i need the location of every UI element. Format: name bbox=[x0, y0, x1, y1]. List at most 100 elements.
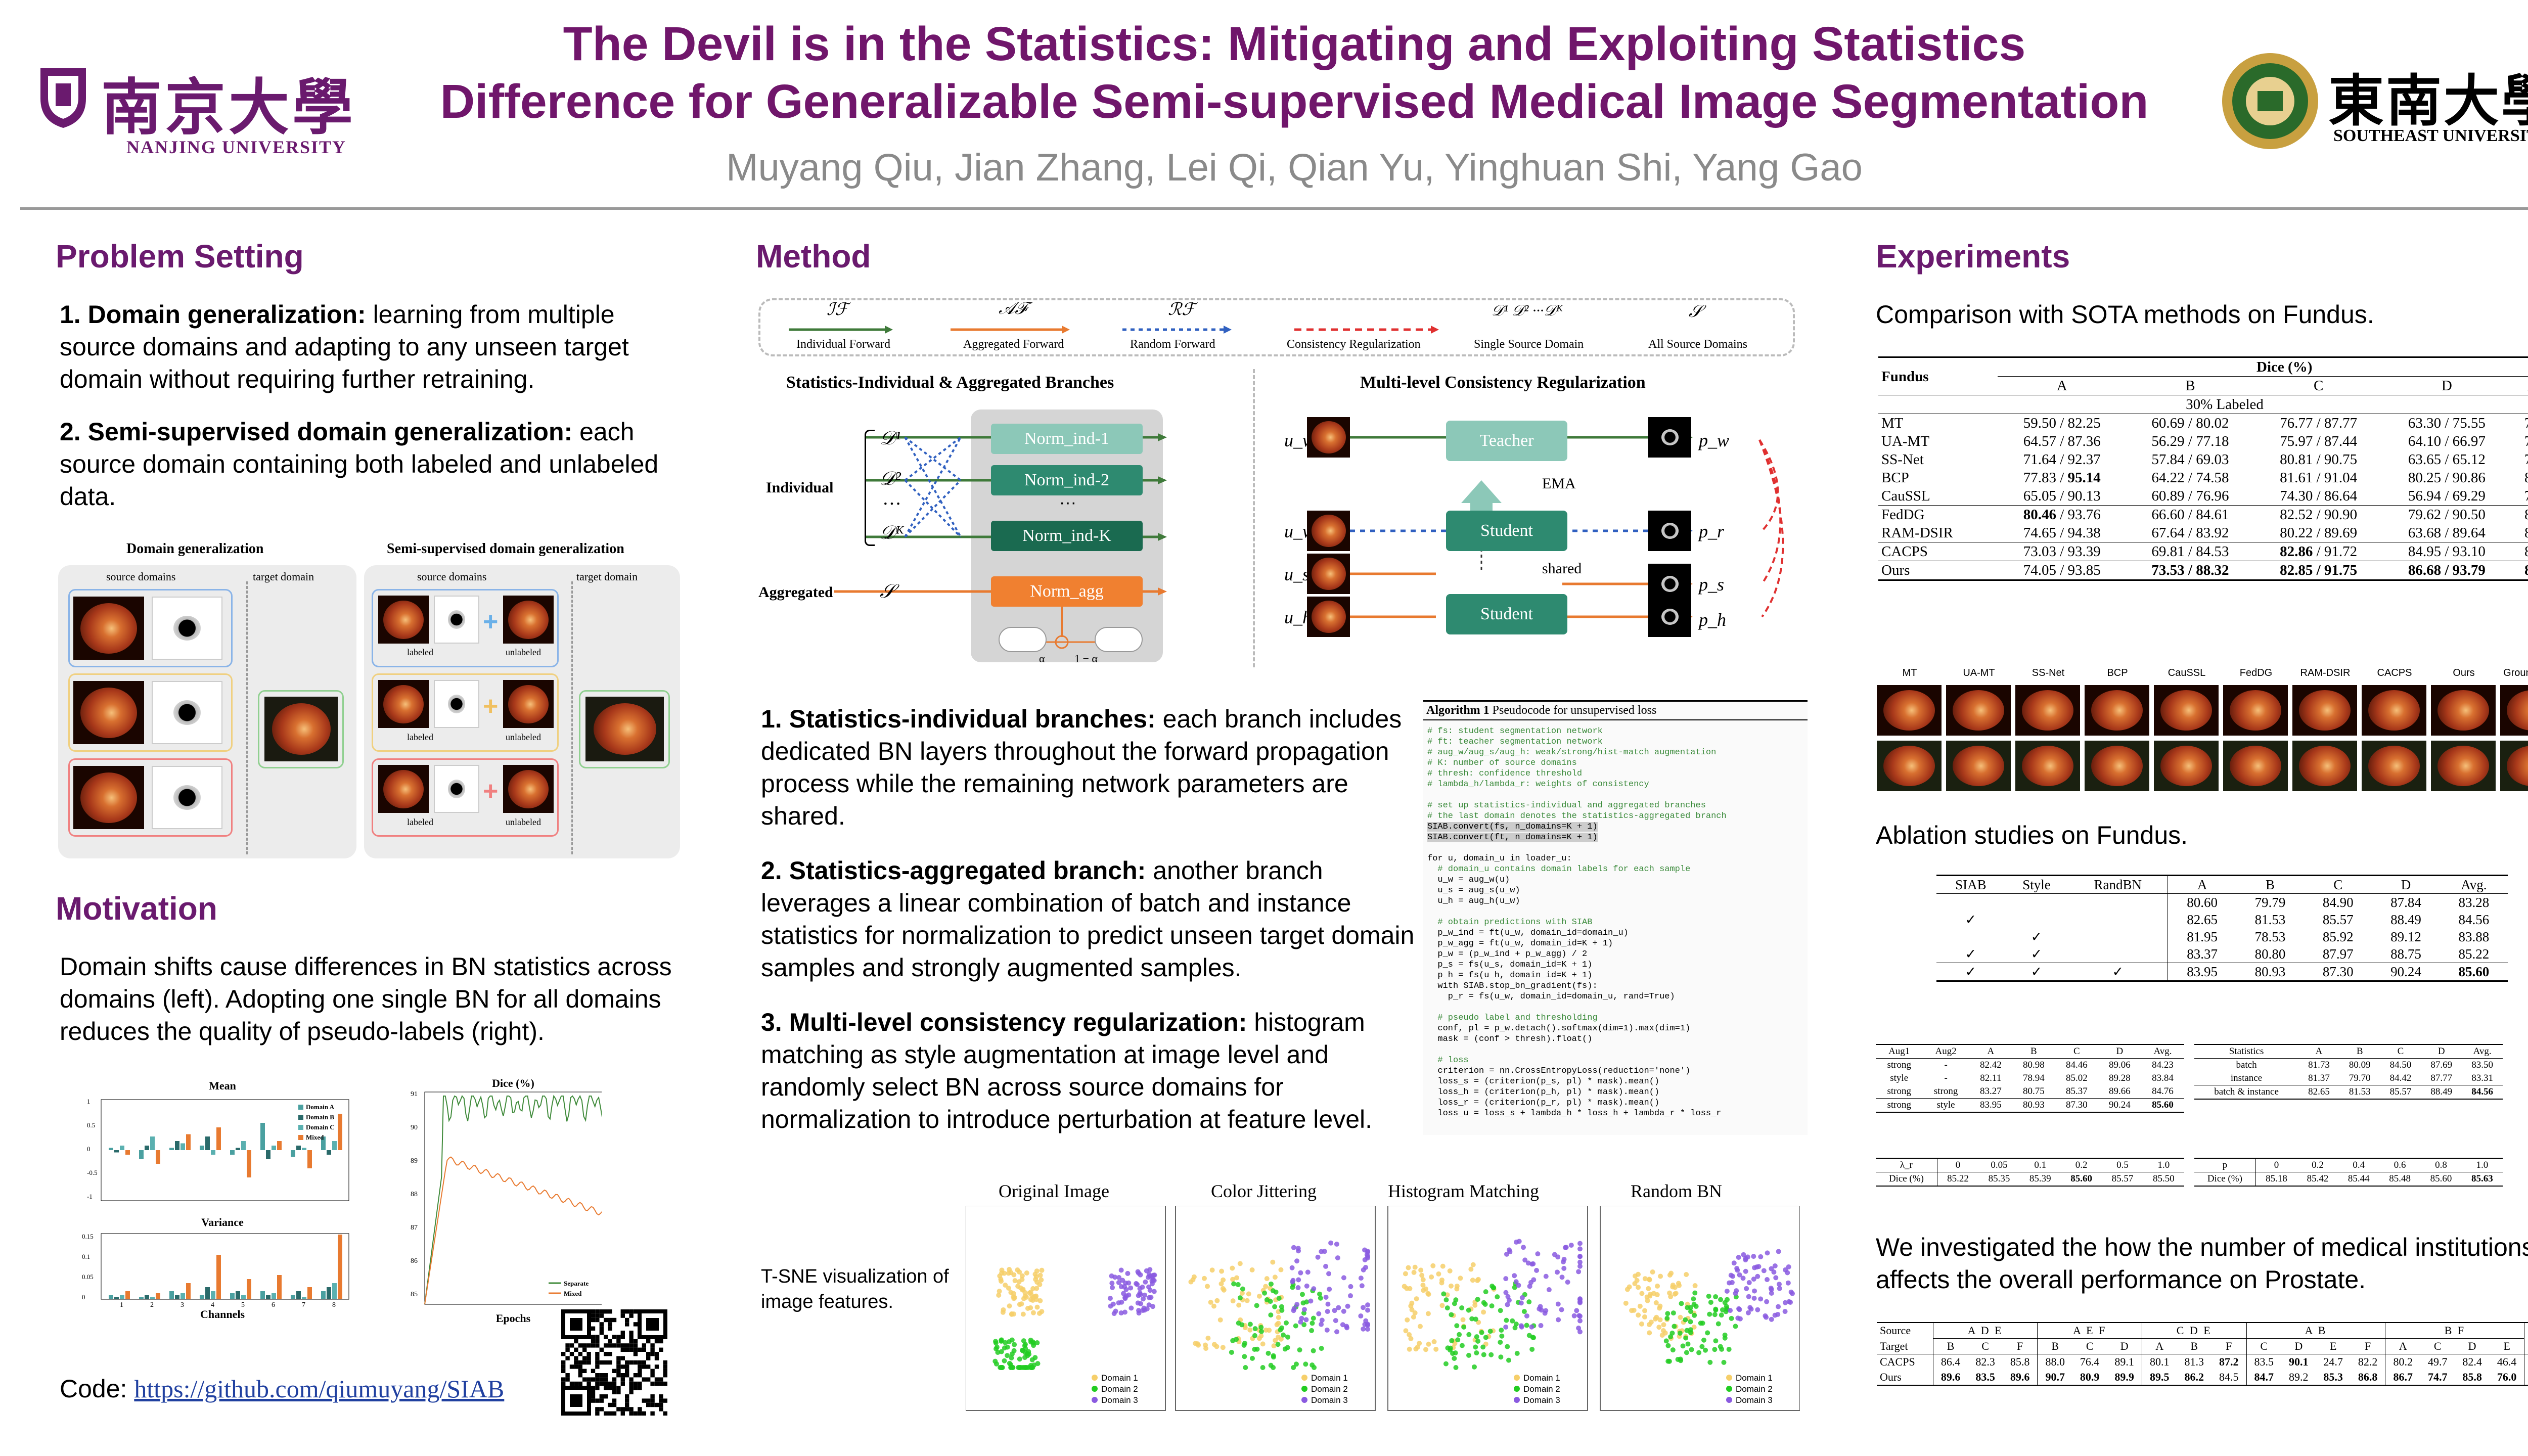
qr-module bbox=[629, 1313, 634, 1318]
vis-column-label: MT bbox=[1902, 667, 1917, 678]
tsne-point bbox=[1012, 1342, 1017, 1347]
qr-module bbox=[608, 1386, 612, 1390]
tsne-point bbox=[1408, 1336, 1414, 1341]
mean-bar bbox=[272, 1146, 276, 1150]
tsne-point bbox=[1311, 1348, 1316, 1353]
qr-module bbox=[612, 1377, 617, 1382]
qr-module bbox=[650, 1394, 655, 1399]
table-cell: 85.57 bbox=[2322, 912, 2354, 927]
tsne-title-colorjitter: Color Jittering bbox=[1211, 1181, 1317, 1201]
tsne-point bbox=[1303, 1361, 1308, 1367]
legend-all-label: All Source Domains bbox=[1648, 338, 1747, 351]
fig-title-ssdg: Semi-supervised domain generalization bbox=[387, 541, 624, 557]
qr-module bbox=[595, 1343, 600, 1348]
table-cell: 80.60 bbox=[2187, 895, 2218, 910]
ablation-col-header: Avg. bbox=[2461, 877, 2487, 892]
tsne-point bbox=[1729, 1280, 1735, 1285]
tsne-point bbox=[1303, 1317, 1309, 1323]
tsne-point bbox=[1239, 1290, 1245, 1296]
mean-bar bbox=[247, 1150, 251, 1177]
table-cell: 76.4 bbox=[2080, 1355, 2100, 1368]
tsne-point bbox=[1744, 1286, 1749, 1291]
qr-finder-center bbox=[570, 1318, 582, 1331]
tsne-point bbox=[1425, 1311, 1431, 1316]
qr-module bbox=[620, 1377, 625, 1382]
tsne-point bbox=[1529, 1324, 1534, 1330]
qr-module bbox=[625, 1322, 629, 1327]
table-cell: 64.22 / 74.58 bbox=[2151, 470, 2229, 486]
vis-result-image bbox=[2015, 741, 2080, 791]
table-cell: 85.22 bbox=[1947, 1173, 1969, 1184]
tsne-title-original: Original Image bbox=[999, 1181, 1109, 1201]
tsne-point bbox=[1110, 1301, 1116, 1307]
tsne-point bbox=[1125, 1270, 1131, 1276]
sota-col-header: Avg. bbox=[2511, 377, 2528, 395]
tsne-point bbox=[1728, 1272, 1734, 1278]
table-cell: 74.65 / 94.38 bbox=[2023, 525, 2101, 541]
tsne-legend-label: Domain 1 bbox=[1311, 1373, 1348, 1383]
table-cell: 64.10 / 66.97 bbox=[2408, 433, 2486, 449]
ssdg-target-frame bbox=[579, 690, 670, 768]
tsne-legend-label: Domain 2 bbox=[1523, 1384, 1560, 1394]
qr-module bbox=[612, 1317, 617, 1323]
tsne-point bbox=[1240, 1286, 1245, 1292]
table-cell: strong bbox=[1933, 1086, 1958, 1097]
input-us: u_s bbox=[1284, 564, 1310, 584]
table-cell: 84.42 bbox=[2389, 1073, 2412, 1083]
plus-icon: + bbox=[483, 692, 499, 721]
nju-english-name: NANJING UNIVERSITY bbox=[126, 137, 347, 157]
dg-row-1 bbox=[68, 589, 233, 667]
tsne-point bbox=[1297, 1347, 1302, 1353]
tsne-point bbox=[1470, 1262, 1476, 1267]
tsne-point bbox=[1639, 1291, 1645, 1296]
tsne-legend-label: Domain 3 bbox=[1736, 1395, 1773, 1405]
tsne-point bbox=[1788, 1299, 1793, 1305]
qr-module bbox=[616, 1343, 621, 1348]
individual-label: Individual bbox=[766, 479, 834, 496]
tsne-point bbox=[1708, 1300, 1713, 1305]
tsne-point bbox=[1498, 1340, 1503, 1345]
tsne-point bbox=[1505, 1344, 1510, 1349]
tsne-point bbox=[1504, 1317, 1509, 1323]
tsne-point bbox=[1672, 1291, 1678, 1297]
qr-module bbox=[612, 1398, 617, 1403]
tsne-point bbox=[999, 1337, 1004, 1343]
tsne-point bbox=[1118, 1267, 1124, 1273]
augmentation-table: Aug1 Aug2 A B C D Avg. strong - 82.42 80.98 84.46 89… bbox=[1876, 1044, 2184, 1113]
ssdg-row-3 bbox=[372, 758, 559, 837]
qr-module bbox=[586, 1377, 591, 1382]
vis-result-image bbox=[2154, 685, 2219, 736]
mean-bar bbox=[302, 1148, 306, 1150]
prostate-target: F bbox=[2211, 1338, 2247, 1354]
consistency-title: Multi-level Consistency Regularization bbox=[1360, 373, 1646, 392]
tsne-point bbox=[1003, 1283, 1008, 1288]
vis-result-image bbox=[2085, 685, 2149, 736]
tsne-legend-label: Domain 3 bbox=[1101, 1395, 1138, 1405]
tsne-point bbox=[1006, 1270, 1011, 1276]
tsne-point bbox=[1305, 1269, 1311, 1275]
variance-bar bbox=[302, 1297, 306, 1299]
tsne-point bbox=[1406, 1265, 1411, 1270]
alpha-box-left bbox=[999, 627, 1047, 652]
qr-module bbox=[616, 1364, 621, 1369]
tsne-point bbox=[1000, 1309, 1006, 1315]
qr-module bbox=[633, 1339, 638, 1344]
tsne-point bbox=[1703, 1347, 1708, 1353]
code-link[interactable]: https://github.com/qiumuyang/SIAB bbox=[134, 1375, 505, 1403]
ssdg-unlabeled-label: unlabeled bbox=[506, 732, 541, 742]
qr-module bbox=[582, 1360, 587, 1365]
statistics-table: Statistics A B C D Avg. batch 81.73 80.09 84.50 87… bbox=[2194, 1044, 2503, 1100]
tsne-point bbox=[1431, 1339, 1437, 1344]
table-cell: UA-MT bbox=[1881, 433, 1930, 449]
table-cell: 81.94 bbox=[2511, 469, 2528, 487]
ema-label: EMA bbox=[1542, 475, 1576, 492]
table-cell: 80.2 bbox=[2393, 1355, 2413, 1368]
tsne-point bbox=[1407, 1332, 1412, 1338]
tsne-point bbox=[1666, 1358, 1672, 1364]
table-cell: 90.24 bbox=[2390, 964, 2421, 979]
qr-module bbox=[612, 1381, 617, 1386]
qr-module bbox=[625, 1309, 629, 1314]
qr-module bbox=[659, 1407, 663, 1412]
tsne-point bbox=[1266, 1350, 1271, 1356]
prostate-target-label: Target bbox=[1877, 1338, 1933, 1354]
